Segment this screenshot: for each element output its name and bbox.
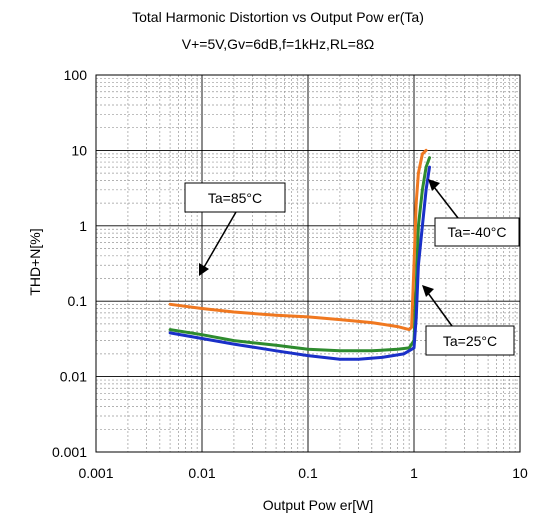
x-tick-label: 1 [410,465,418,481]
y-tick-label: 1 [79,218,87,234]
annotation-box-minus40c [434,217,520,247]
y-tick-label: 0.001 [52,444,87,460]
plot-frame [95,74,521,453]
y-tick-label: 100 [64,67,88,83]
annotation-arrowhead-25c [422,285,434,297]
annotation-box-85c [184,182,286,213]
y-tick-labels: 100 10 1 0.1 0.01 0.001 [52,67,87,460]
x-axis-label: Output Pow er[W] [263,497,373,513]
y-tick-label: 0.01 [60,369,87,385]
x-tick-label: 0.01 [188,465,215,481]
grid [96,75,520,452]
annotation-label-25c: Ta=25°C [443,333,497,349]
series-line-2 [168,165,431,361]
x-tick-label: 10 [512,465,528,481]
x-tick-label: 0.1 [298,465,318,481]
annotation-arrow-25c [427,292,453,327]
series-line-1 [168,156,431,353]
annotation-arrow-minus40c [433,186,459,219]
series-line-0 [168,148,428,332]
y-tick-label: 0.1 [68,293,88,309]
y-axis-label: THD+N[%] [27,228,43,295]
annotation-arrowhead-85c [199,263,209,276]
y-tick-label: 10 [71,142,87,158]
annotation-label-85c: Ta=85°C [208,190,262,206]
annotation-arrow-85c [202,211,237,270]
annotation-box-25c [425,325,515,356]
series-lines [168,148,431,361]
annotations: Ta=85°C Ta=-40°C Ta=25°C [184,179,520,356]
annotation-label-minus40c: Ta=-40°C [448,224,507,240]
x-tick-labels: 0.001 0.01 0.1 1 10 [78,465,528,481]
chart-title: Total Harmonic Distortion vs Output Pow … [132,9,424,25]
annotation-arrowhead-minus40c [428,179,440,191]
chart-subtitle: V+=5V,Gv=6dB,f=1kHz,RL=8Ω [182,36,374,52]
x-tick-label: 0.001 [78,465,113,481]
